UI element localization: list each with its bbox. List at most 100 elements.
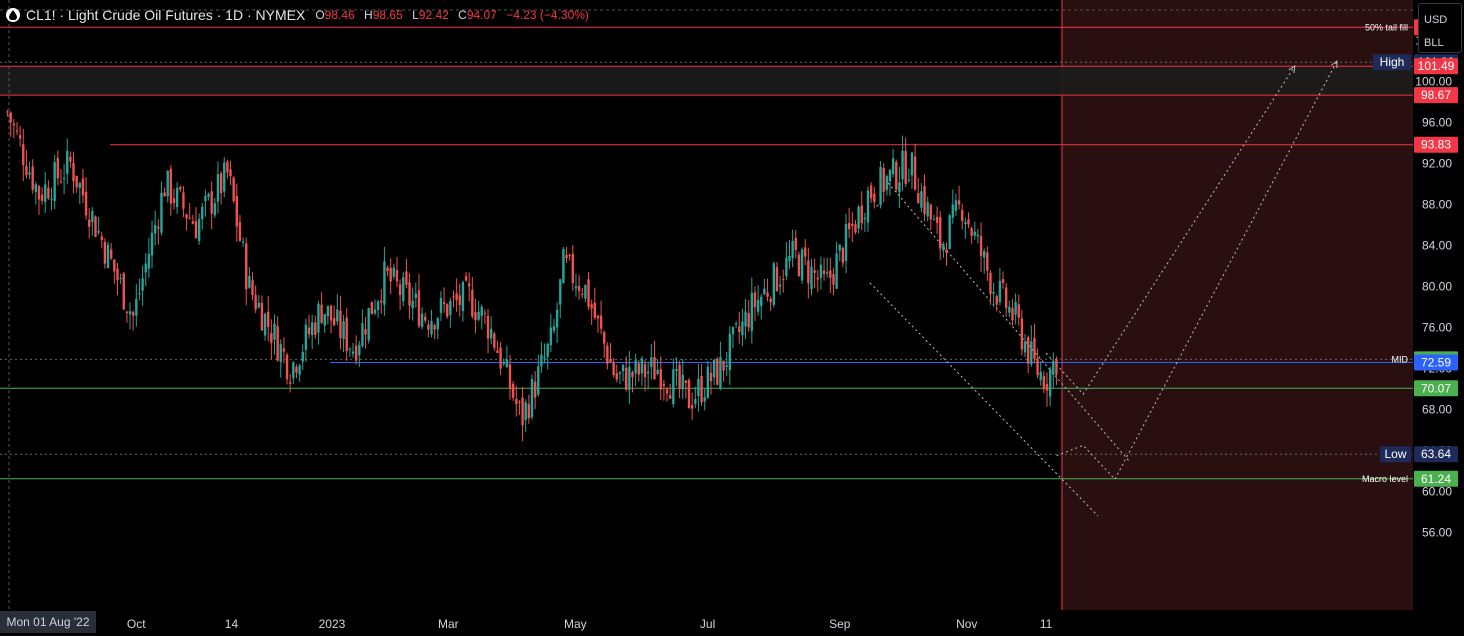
candle-body <box>106 244 110 269</box>
candle-body <box>1011 308 1014 321</box>
candle-body <box>898 182 901 193</box>
candle-body <box>254 294 257 310</box>
candle-body <box>131 312 135 316</box>
candle-body <box>414 293 418 298</box>
candle-body <box>621 364 625 372</box>
candle-body <box>474 312 477 321</box>
price-badge-61-24: 61.24 <box>1421 472 1451 486</box>
level-label-bg <box>1380 446 1411 463</box>
candle-body <box>499 347 502 369</box>
candle-body <box>47 187 50 199</box>
candle-body <box>1042 376 1046 390</box>
candle-body <box>876 205 879 207</box>
candle-body <box>88 219 91 227</box>
candle-body <box>329 305 333 321</box>
candle-body <box>590 304 593 309</box>
candle-body <box>223 162 226 192</box>
candle-body <box>1039 371 1042 381</box>
candle-body <box>562 248 565 284</box>
candle-body <box>295 366 298 373</box>
candle-body <box>753 292 757 308</box>
candle-body <box>574 286 578 289</box>
candle-body <box>323 314 326 326</box>
candle-body <box>128 311 132 315</box>
candle-body <box>332 318 336 326</box>
candle-body <box>891 158 895 175</box>
candle-body <box>1014 301 1017 315</box>
high-value: 98.65 <box>372 8 403 22</box>
candle-body <box>804 247 807 257</box>
candle-body <box>439 297 443 313</box>
candle-body <box>961 209 964 222</box>
projection-path-2 <box>1056 60 1338 481</box>
candle-body <box>646 371 650 374</box>
symbol-title[interactable]: CL1! · Light Crude Oil Futures · 1D · NY… <box>26 7 306 23</box>
candle-body <box>81 178 85 196</box>
candle-body <box>709 372 713 382</box>
candle-body <box>653 357 656 380</box>
candle-body <box>797 254 801 276</box>
candle-body <box>788 255 791 262</box>
candle-body <box>1052 361 1055 375</box>
candle-body <box>194 221 198 239</box>
unit-label: BLL <box>1424 37 1444 49</box>
ohlc-readout: O98.46 H98.65 L92.42 C94.07 −4.23 (−4.30… <box>315 8 595 22</box>
price-badge-bg <box>1414 446 1458 463</box>
candle-body <box>376 301 380 310</box>
candle-body <box>819 264 823 278</box>
candle-body <box>9 112 12 123</box>
time-axis <box>0 610 1464 636</box>
candle-body <box>97 230 100 233</box>
candle-body <box>468 283 471 287</box>
candle-body <box>44 184 47 203</box>
candle-body <box>263 313 267 336</box>
x-tick-label: Jul <box>700 617 715 631</box>
candle-body <box>540 354 543 366</box>
candle-body <box>285 354 289 380</box>
candle-body <box>172 198 176 204</box>
candle-body <box>348 348 352 350</box>
candle-body <box>496 350 499 353</box>
y-tick-label: 84.00 <box>1422 239 1452 253</box>
candle-body <box>282 348 286 352</box>
candle-body <box>838 244 841 251</box>
candle-body <box>976 234 980 237</box>
candle-body <box>895 161 898 190</box>
candle-body <box>15 130 19 132</box>
candle-body <box>857 206 860 229</box>
currency-unit-selector[interactable]: USD BLL <box>1418 3 1462 53</box>
candle-body <box>951 204 954 218</box>
level-label-50-tail-fill: 50% tail fill <box>1365 22 1408 32</box>
candle-body <box>697 378 700 397</box>
candle-body <box>367 308 370 341</box>
candle-body <box>248 276 251 288</box>
candle-body <box>885 176 889 190</box>
y-tick-label: 100.00 <box>1415 75 1452 89</box>
candle-body <box>1023 341 1027 353</box>
candle-body <box>926 202 929 217</box>
candle-body <box>665 389 669 394</box>
candle-body <box>816 277 819 280</box>
price-badge-63-64: 63.64 <box>1421 447 1451 461</box>
candle-body <box>904 150 907 184</box>
candle-body <box>125 311 129 313</box>
candle-body <box>417 290 421 327</box>
level-label-low: Low <box>1384 447 1406 461</box>
candle-body <box>358 344 361 356</box>
candle-body <box>436 318 439 330</box>
candle-body <box>505 359 509 367</box>
candle-body <box>1033 337 1036 359</box>
price-badge-101-49: 101.49 <box>1418 59 1455 73</box>
candle-body <box>656 370 659 374</box>
candle-body <box>53 162 56 201</box>
close-value: 94.07 <box>466 8 497 22</box>
candle-body <box>530 379 534 418</box>
candle-body <box>411 300 414 309</box>
chart-header: CL1! · Light Crude Oil Futures · 1D · NY… <box>6 7 595 23</box>
x-tick-label: Nov <box>956 617 977 631</box>
candle-body <box>493 333 496 348</box>
candle-body <box>310 322 314 335</box>
candle-body <box>766 292 769 297</box>
x-tick-label: May <box>564 617 587 631</box>
